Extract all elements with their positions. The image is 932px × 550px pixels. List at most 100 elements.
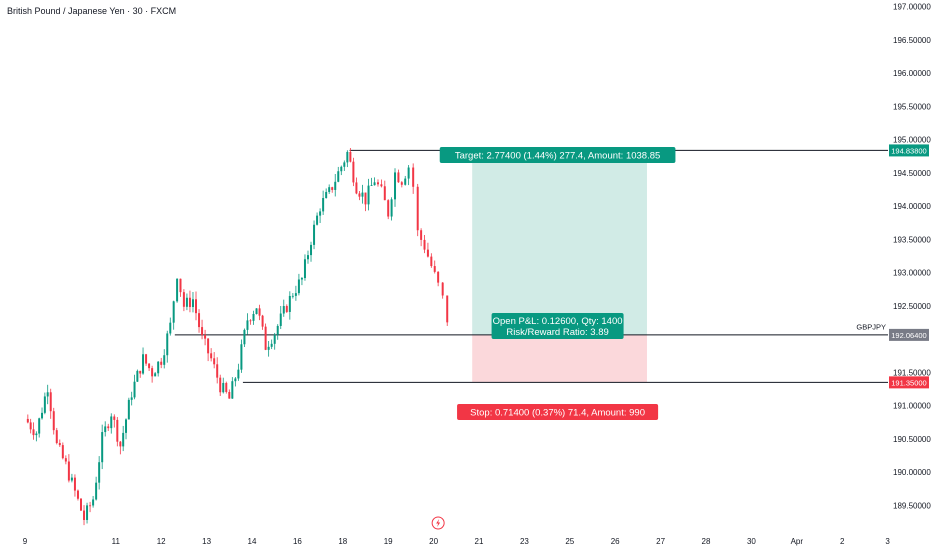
candle xyxy=(394,172,397,200)
candle xyxy=(67,461,70,481)
candle xyxy=(367,185,370,205)
candle xyxy=(252,313,255,321)
candle xyxy=(61,445,64,459)
candle xyxy=(185,297,188,307)
symbol-label: GBPJPY xyxy=(856,323,886,332)
y-tick-label: 195.00000 xyxy=(893,136,931,145)
y-tick-label: 196.00000 xyxy=(893,69,931,78)
candle xyxy=(390,199,393,217)
candle xyxy=(420,230,423,240)
candle xyxy=(423,239,426,250)
candle xyxy=(136,370,139,382)
candle xyxy=(139,370,142,374)
candle xyxy=(352,161,355,183)
y-tick-label: 190.50000 xyxy=(893,435,931,444)
candle xyxy=(198,313,201,328)
candle xyxy=(55,430,58,444)
candle xyxy=(169,322,172,334)
candle xyxy=(122,432,125,447)
candle xyxy=(83,510,86,520)
candle xyxy=(160,361,163,365)
candle xyxy=(157,361,160,374)
x-tick-label: 25 xyxy=(565,537,574,546)
candle xyxy=(207,338,210,354)
candle xyxy=(416,186,419,231)
candle xyxy=(249,320,252,322)
candle xyxy=(222,382,225,393)
candle xyxy=(133,381,136,398)
x-tick-label: Apr xyxy=(791,537,804,546)
candle xyxy=(29,422,32,430)
candle xyxy=(163,355,166,365)
target-zone xyxy=(472,150,647,335)
candle xyxy=(349,151,352,162)
candle xyxy=(426,249,429,257)
candle xyxy=(355,182,358,194)
candle xyxy=(107,426,110,429)
candle xyxy=(270,343,273,347)
candle xyxy=(407,167,410,179)
candle xyxy=(273,334,276,344)
candle xyxy=(127,399,130,420)
y-tick-label: 191.00000 xyxy=(893,402,931,411)
candle xyxy=(204,334,207,339)
candle xyxy=(176,278,179,302)
candle xyxy=(73,477,76,491)
candle xyxy=(86,505,89,520)
candle xyxy=(64,458,67,462)
candle xyxy=(243,329,246,345)
candle xyxy=(387,200,390,217)
candle xyxy=(228,391,231,399)
candle xyxy=(172,301,175,323)
candle xyxy=(210,353,213,359)
x-tick-label: 26 xyxy=(611,537,620,546)
candle xyxy=(433,266,436,272)
candle xyxy=(95,482,98,500)
candle xyxy=(397,172,400,183)
candle xyxy=(213,358,216,365)
x-tick-label: 14 xyxy=(248,537,257,546)
candle xyxy=(154,373,157,377)
price-tag-label: 194.83800 xyxy=(891,146,926,155)
open-pnl-bg xyxy=(491,313,624,339)
candle xyxy=(231,381,234,399)
candle xyxy=(276,325,279,335)
candle xyxy=(346,151,349,163)
candle xyxy=(41,412,44,419)
y-tick-label: 189.50000 xyxy=(893,501,931,510)
candle xyxy=(400,182,403,185)
stop-label-bg xyxy=(457,404,659,420)
y-tick-label: 193.50000 xyxy=(893,235,931,244)
target-label: Target: 2.77400 (1.44%) 277.4, Amount: 1… xyxy=(455,151,660,162)
x-tick-label: 18 xyxy=(338,537,347,546)
candle xyxy=(145,354,148,364)
candle xyxy=(300,278,303,280)
candle xyxy=(240,344,243,370)
candle xyxy=(264,326,267,350)
candle xyxy=(297,279,300,294)
y-tick-label: 196.50000 xyxy=(893,36,931,45)
y-tick-label: 195.50000 xyxy=(893,102,931,111)
y-tick-label: 190.00000 xyxy=(893,468,931,477)
x-tick-label: 3 xyxy=(885,537,890,546)
candle xyxy=(313,224,316,245)
y-tick-label: 194.50000 xyxy=(893,169,931,178)
candle xyxy=(343,162,346,167)
candle xyxy=(334,181,337,190)
candle xyxy=(373,182,376,186)
y-tick-label: 194.00000 xyxy=(893,202,931,211)
x-tick-label: 23 xyxy=(520,537,529,546)
candle xyxy=(285,306,288,312)
candle xyxy=(89,505,92,507)
candle xyxy=(219,377,222,393)
chart-title: British Pound / Japanese Yen · 30 · FXCM xyxy=(7,6,177,16)
candle xyxy=(370,185,373,186)
candle xyxy=(58,443,61,446)
risk-reward-label: Risk/Reward Ratio: 3.89 xyxy=(506,327,608,338)
candle xyxy=(364,192,367,205)
candle xyxy=(92,499,95,506)
price-tag-label: 192.06400 xyxy=(891,331,926,340)
stop-label: Stop: 0.71400 (0.37%) 71.4, Amount: 990 xyxy=(470,408,645,419)
